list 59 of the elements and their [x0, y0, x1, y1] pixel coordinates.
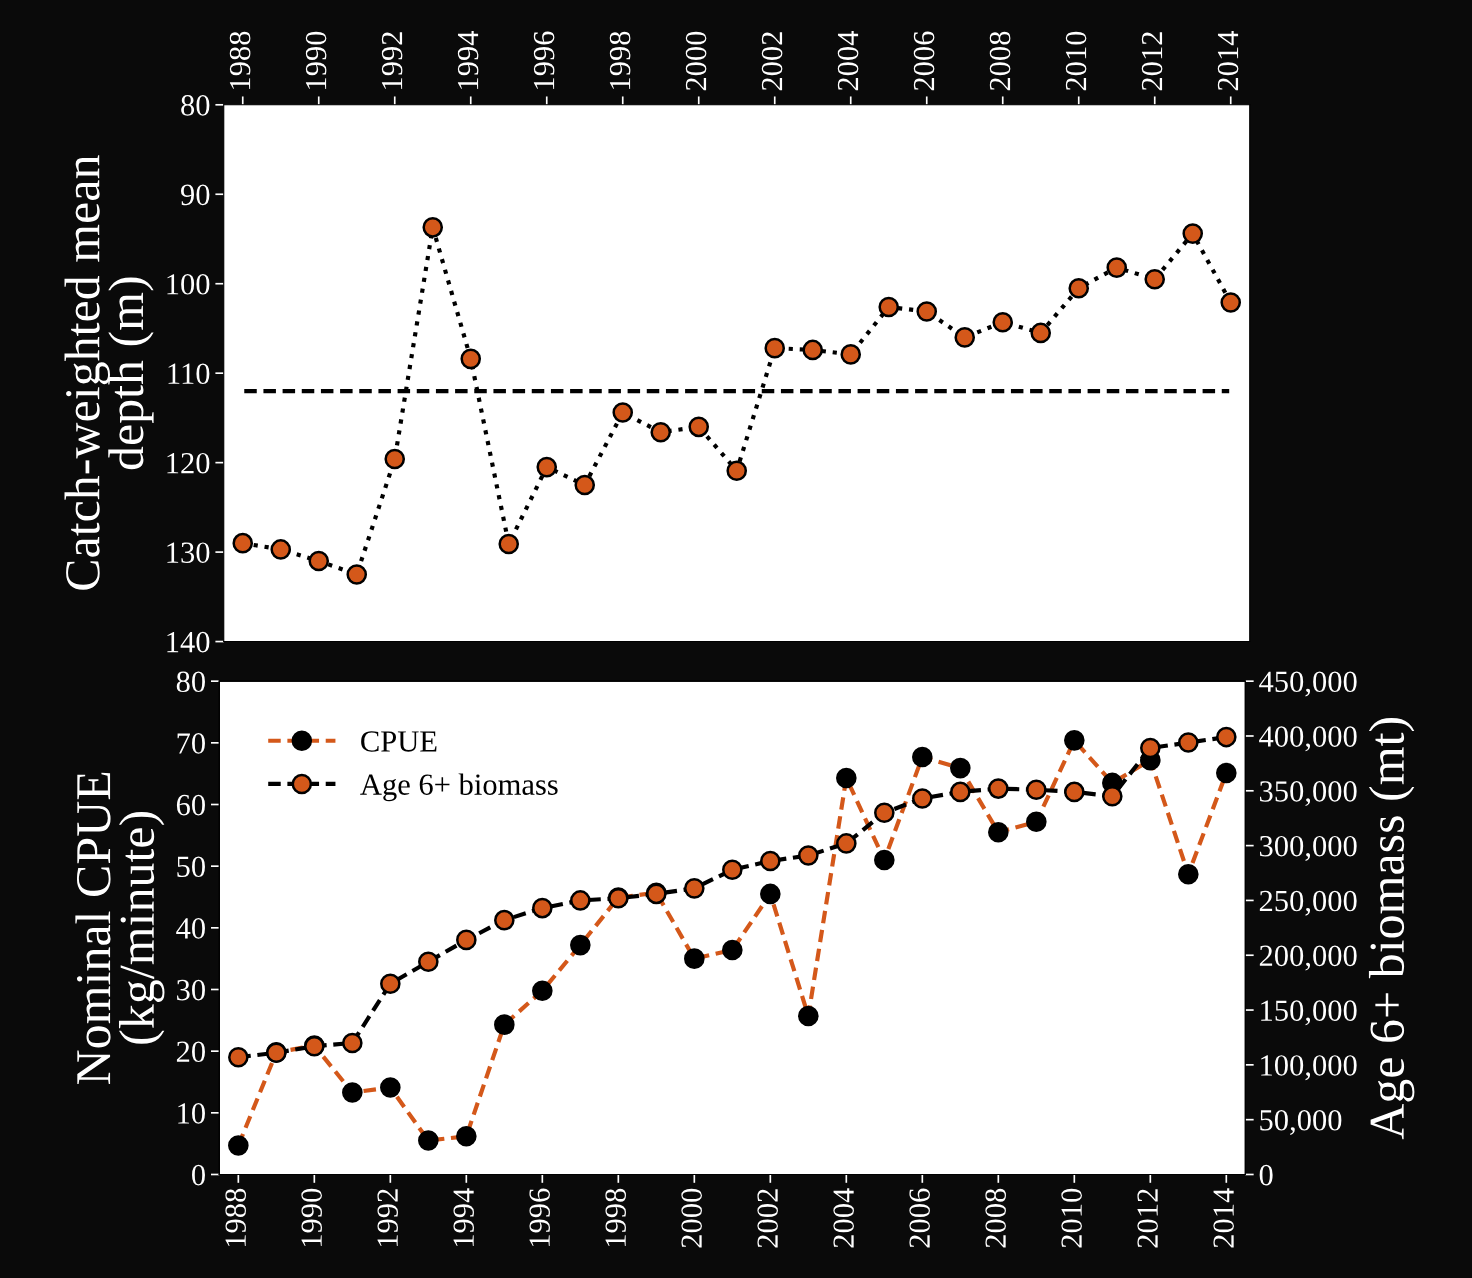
x-tick-label: 2010	[1065, 31, 1087, 91]
x-tick-label: 1988	[225, 1188, 246, 1247]
y-tick-label: 90	[180, 184, 210, 206]
y2-axis-title: Age 6+ biomass (mt)	[1368, 718, 1415, 1140]
y-tick-label: 120	[167, 452, 210, 474]
x-tick-label: 1994	[453, 1188, 474, 1247]
y-tick-label: 130	[167, 542, 210, 563]
y-axis-title: Nominal CPUE (kg/minute)	[75, 772, 165, 1085]
y-tick-label: 10	[178, 1103, 205, 1124]
x-tick-label: 2008	[989, 31, 1011, 91]
x-tick-label: 1990	[305, 31, 327, 89]
y-tick-label: 30	[177, 979, 205, 1001]
y-axis-title: Catch-weighted mean depth (m)	[64, 155, 154, 590]
y-tick-label: 60	[176, 794, 205, 816]
y2-tick-label: 50,000	[1260, 1109, 1342, 1135]
x-tick-label: 2000	[685, 31, 707, 91]
x-tick-label: 2010	[1061, 1188, 1082, 1248]
x-tick-label: 2006	[909, 1188, 930, 1248]
x-tick-label: 2014	[1213, 1188, 1234, 1248]
x-tick-label: 1998	[609, 31, 631, 89]
x-tick-label: 1992	[381, 32, 403, 89]
y2-tick-label: 150,000	[1261, 1000, 1357, 1026]
y-tick-label: 0	[192, 1164, 205, 1186]
y2-tick-label: 300,000	[1259, 835, 1357, 861]
x-tick-label: 2012	[1137, 1189, 1158, 1248]
x-tick-label: 2002	[757, 1189, 778, 1248]
y2-tick-label: 0	[1259, 1164, 1273, 1186]
x-tick-label: 2002	[761, 32, 783, 91]
y-tick-label: 20	[176, 1041, 205, 1063]
x-tick-label: 2000	[681, 1188, 702, 1248]
x-tick-label: 2012	[1141, 32, 1163, 91]
x-tick-label: 2004	[833, 1188, 854, 1248]
y-tick-label: 70	[177, 733, 205, 754]
x-tick-label: 1992	[377, 1189, 398, 1247]
y-tick-label: 80	[181, 95, 210, 116]
y2-tick-label: 100,000	[1261, 1055, 1357, 1081]
y-tick-label: 40	[176, 918, 205, 939]
x-tick-label: 1998	[605, 1188, 626, 1247]
y-tick-label: 100	[167, 274, 210, 295]
y2-tick-label: 450,000	[1259, 671, 1357, 697]
y-tick-label: 80	[176, 671, 205, 693]
x-tick-label: 1994	[457, 30, 479, 89]
y2-tick-label: 400,000	[1259, 726, 1357, 752]
y2-tick-label: 200,000	[1259, 945, 1357, 971]
x-tick-label: 1996	[529, 1188, 550, 1247]
legend-label: Age 6+ biomass	[360, 773, 558, 802]
x-tick-label: 1996	[533, 31, 555, 89]
x-tick-label: 2014	[1217, 30, 1239, 91]
legend-label: CPUE	[361, 731, 437, 752]
y-tick-label: 50	[177, 856, 205, 878]
y-tick-label: 140	[167, 631, 210, 653]
x-tick-label: 2006	[913, 31, 935, 91]
x-tick-label: 2004	[837, 30, 859, 91]
x-tick-label: 1990	[301, 1188, 322, 1247]
y2-tick-label: 250,000	[1259, 890, 1357, 916]
x-tick-label: 1988	[229, 31, 251, 89]
y-tick-label: 110	[168, 363, 210, 385]
x-tick-label: 2008	[985, 1188, 1006, 1248]
y2-tick-label: 350,000	[1259, 781, 1357, 807]
